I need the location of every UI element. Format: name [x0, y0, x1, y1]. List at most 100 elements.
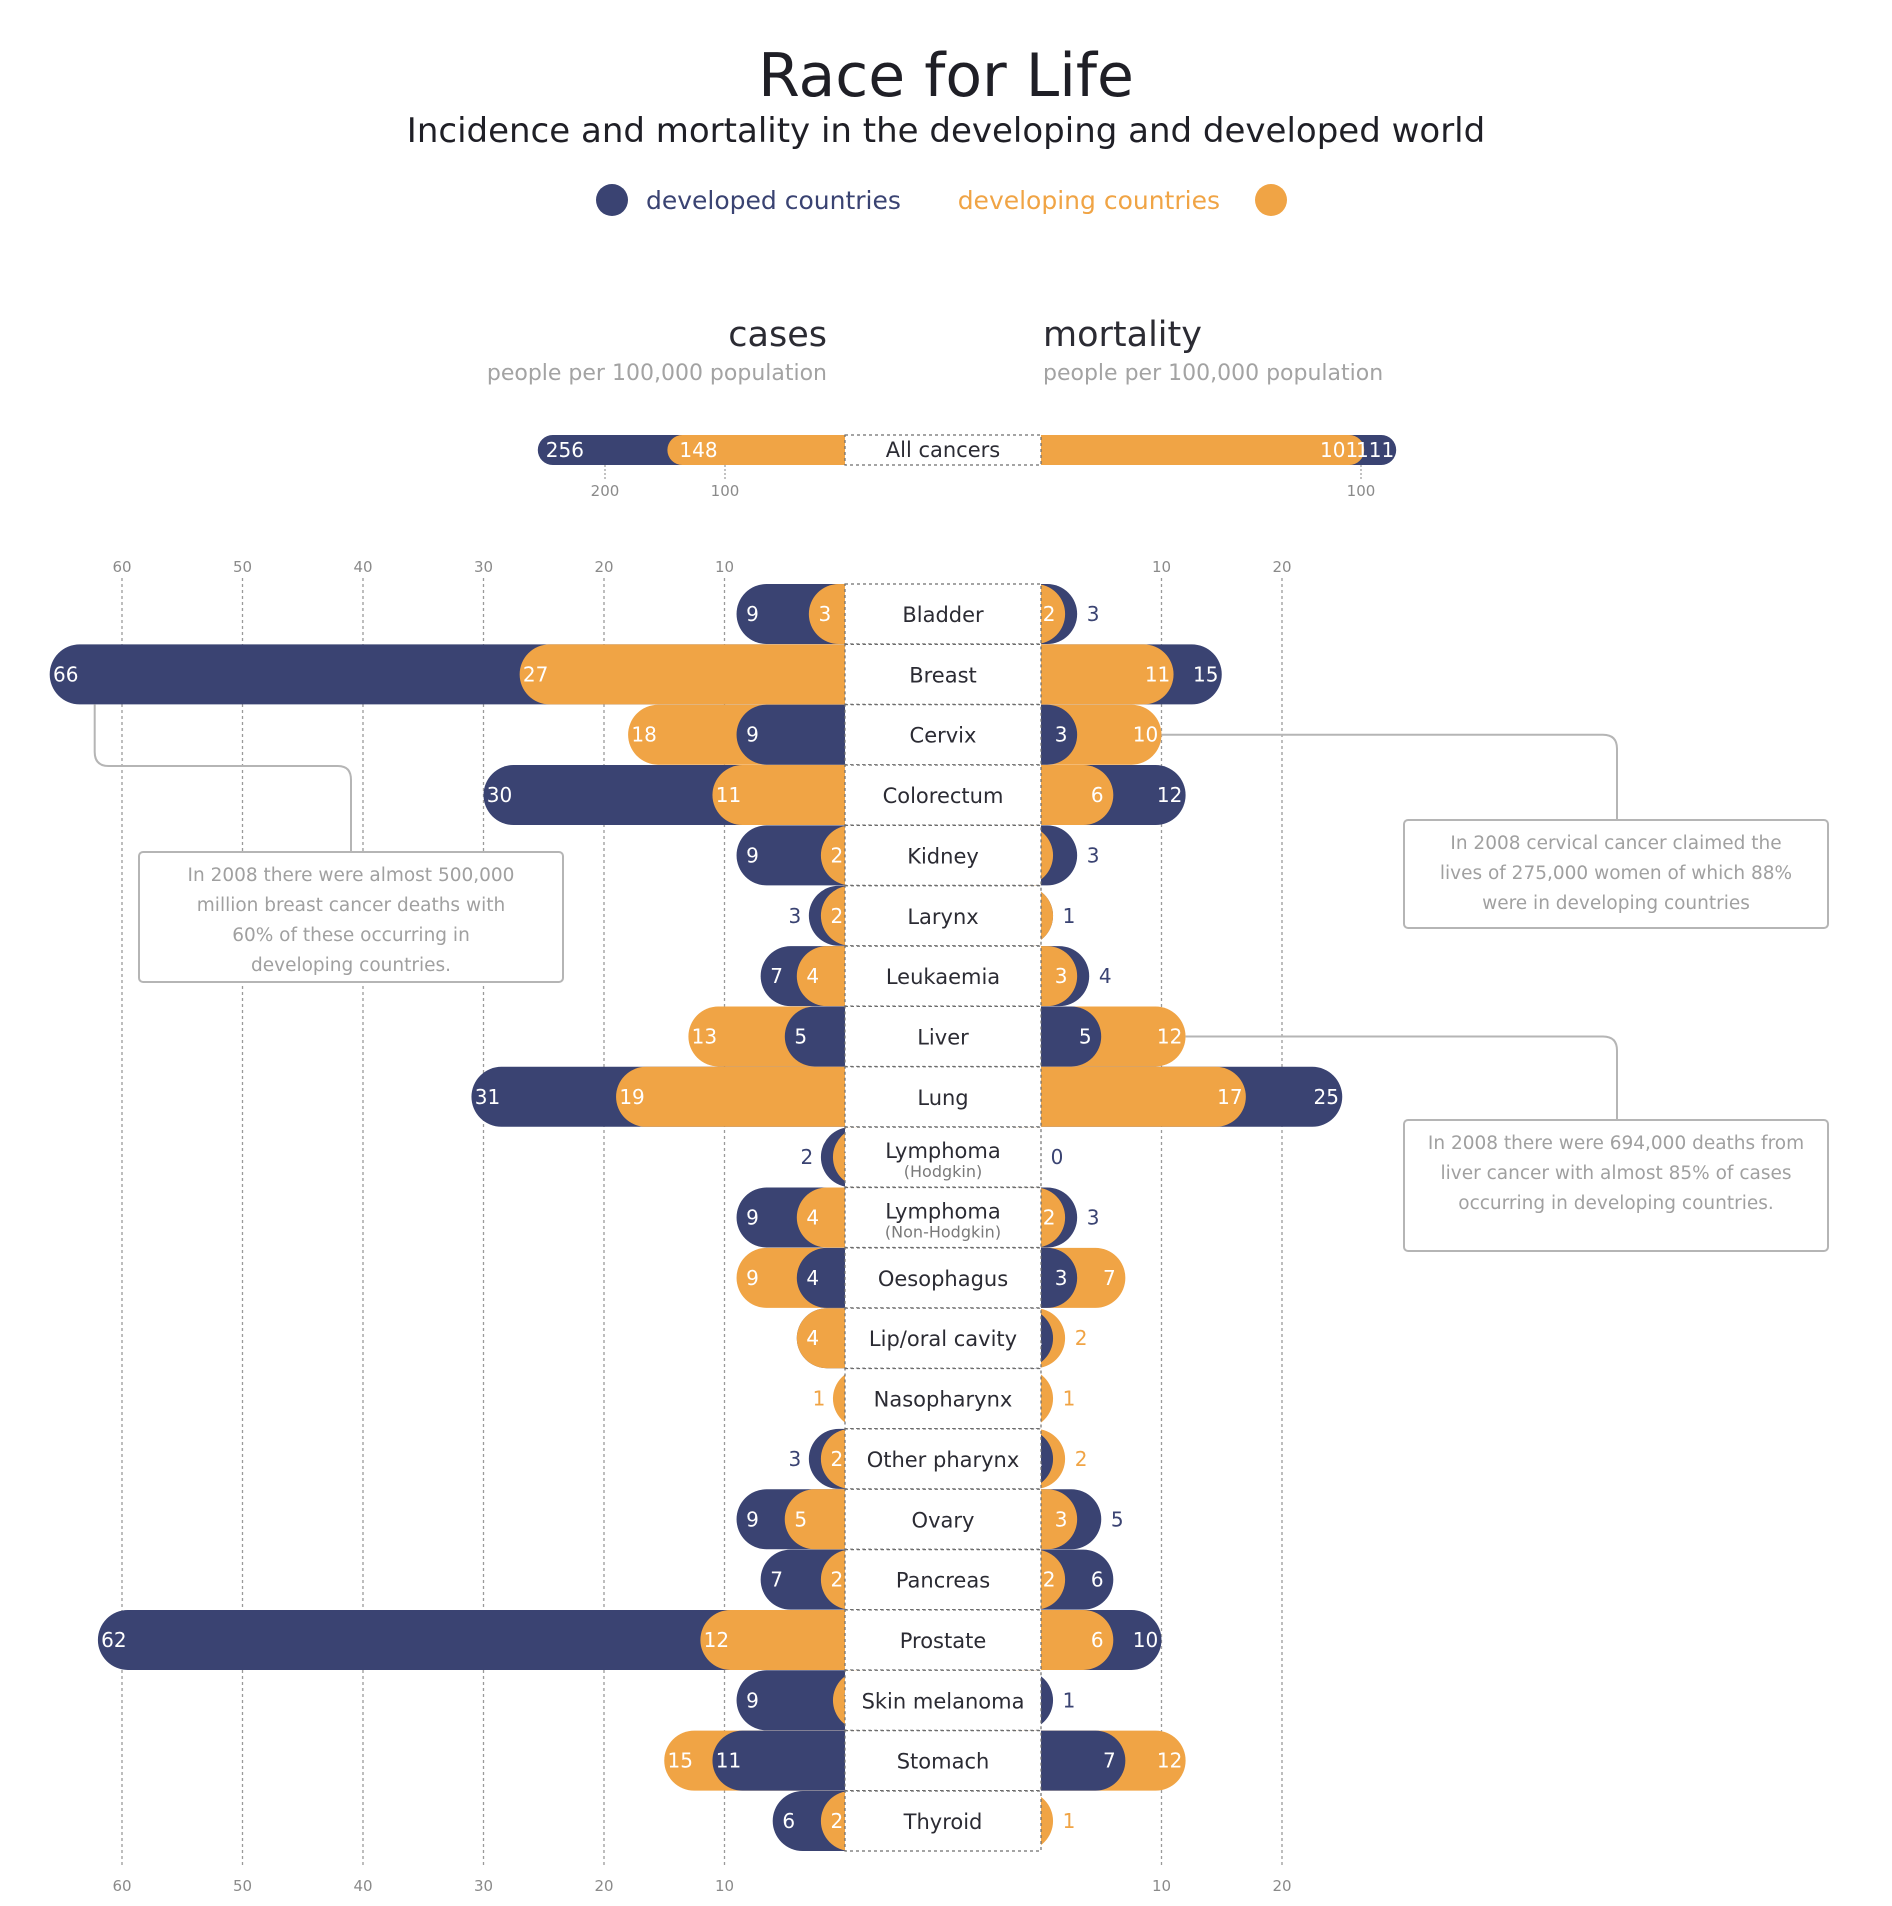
annotation-line-liver: liver cancer with almost 85% of cases: [1441, 1163, 1792, 1184]
annotation-line-breast: million breast cancer deaths with: [197, 895, 505, 916]
row-nasopharynx-cases-developed-value: 0: [855, 1387, 868, 1411]
row-other-pharynx-cases-developed-value: 3: [788, 1447, 801, 1471]
row-skin-melanoma-cases-bar-developed: [736, 1670, 845, 1731]
row-nasopharynx-cases-bar-developing: [832, 1368, 863, 1429]
row-nasopharynx-cases-developing-value: 1: [813, 1387, 826, 1411]
row-cervix-cases-developed-value: 9: [746, 723, 759, 747]
row-cervix-label: Cervix: [910, 724, 977, 748]
row-lymphoma-non-hodgkin-mortality-developing-value: 2: [1043, 1206, 1056, 1230]
row-kidney-cases-bar-developing: [820, 825, 851, 886]
row-liver-label-box: [844, 1005, 1042, 1068]
mortality-tick-label-bottom: 20: [1272, 1877, 1291, 1895]
row-nasopharynx-label: Nasopharynx: [874, 1388, 1013, 1412]
row-colorectum-cases-developing-value: 11: [716, 783, 741, 807]
all-cancers-mortality-developing-value: 101: [1320, 438, 1358, 462]
row-stomach-mortality-developing-value: 12: [1157, 1749, 1182, 1773]
row-oesophagus-cases-developed-value: 4: [806, 1266, 819, 1290]
row-skin-melanoma-mortality-bar-developed: [1023, 1670, 1054, 1731]
row-thyroid-label-box: [844, 1790, 1042, 1852]
all-cancers-cases-tick-label: 100: [711, 482, 740, 500]
row-prostate-cases-developed-value: 62: [101, 1628, 126, 1652]
row-skin-melanoma-mortality-developed-value: 1: [1063, 1688, 1076, 1712]
annotation-box-breast: [138, 851, 564, 983]
row-bladder-cases-bar-developing: [808, 584, 845, 644]
row-lung-label: Lung: [917, 1086, 968, 1110]
row-nasopharynx-mortality-bar-developing: [1023, 1368, 1054, 1429]
row-liver-cases-developing-value: 13: [692, 1024, 717, 1048]
row-breast-cases-developed-value: 66: [53, 662, 78, 686]
row-lip-oral-cavity-cases-bar-developing: [796, 1308, 845, 1369]
row-lung-cases-developing-value: 19: [619, 1085, 644, 1109]
row-lung-label-box: [844, 1066, 1042, 1128]
row-lymphoma-hodgkin-mortality-developing-value: 0: [1019, 1145, 1032, 1169]
row-larynx-label-box: [844, 885, 1042, 947]
cases-tick-label-bottom: 40: [353, 1877, 372, 1895]
cases-tick-label-top: 20: [594, 558, 613, 576]
row-pancreas-mortality-developing-value: 2: [1043, 1568, 1056, 1592]
row-lip-oral-cavity-label-box: [844, 1307, 1042, 1369]
row-other-pharynx-cases-bar-developing: [820, 1428, 851, 1489]
row-kidney-cases-bar-developed: [736, 825, 845, 886]
row-lung-cases-developed-value: 31: [475, 1085, 500, 1109]
row-leukaemia-label-box: [844, 945, 1042, 1007]
row-lymphoma-hodgkin-cases-bar-developing: [832, 1127, 863, 1188]
cases-tick-label-bottom: 50: [233, 1877, 252, 1895]
row-lymphoma-non-hodgkin-sublabel: (Non-Hodgkin): [885, 1223, 1001, 1242]
legend-developed-dot: [596, 184, 628, 216]
annotation-line-liver: occurring in developing countries.: [1458, 1193, 1774, 1214]
cases-tick-label-top: 40: [353, 558, 372, 576]
row-ovary-mortality-developed-value: 5: [1111, 1507, 1124, 1531]
annotation-line-breast: 60% of these occurring in: [232, 925, 470, 946]
mortality-tick-label-top: 10: [1152, 558, 1171, 576]
row-colorectum-cases-developed-value: 30: [487, 783, 512, 807]
row-kidney-label: Kidney: [907, 844, 979, 868]
row-breast-mortality-developed-value: 15: [1193, 662, 1218, 686]
legend-developing-label: developing countries: [958, 186, 1220, 215]
row-kidney-mortality-bar-developed: [1041, 825, 1078, 886]
row-stomach-cases-bar-developed: [712, 1730, 845, 1791]
row-lymphoma-non-hodgkin-mortality-bar-developing: [1035, 1187, 1066, 1248]
row-lip-oral-cavity-label: Lip/oral cavity: [869, 1327, 1017, 1351]
all-cancers-mortality-tick-label: 100: [1347, 482, 1376, 500]
row-cervix-mortality-developed-value: 3: [1055, 723, 1068, 747]
annotation-line-cervix: lives of 275,000 women of which 88%: [1440, 863, 1792, 884]
cases-tick-label-top: 50: [233, 558, 252, 576]
cases-tick-label-bottom: 60: [112, 1877, 131, 1895]
row-thyroid-label: Thyroid: [903, 1810, 983, 1834]
row-leukaemia-cases-bar-developing: [796, 946, 845, 1007]
annotation-line-cervix: In 2008 cervical cancer claimed the: [1450, 833, 1781, 854]
mortality-tick-label-bottom: 10: [1152, 1877, 1171, 1895]
row-prostate-mortality-bar-developing: [1041, 1609, 1114, 1670]
row-breast-mortality-developing-value: 11: [1145, 662, 1170, 686]
row-lip-oral-cavity-mortality-developing-value: 2: [1075, 1326, 1088, 1350]
row-skin-melanoma-cases-developing-value: 1: [843, 1688, 856, 1712]
row-skin-melanoma-cases-developed-value: 9: [746, 1688, 759, 1712]
row-kidney-mortality-bar-developing: [1023, 825, 1054, 886]
annotation-line-liver: In 2008 there were 694,000 deaths from: [1428, 1133, 1804, 1154]
row-stomach-label-box: [844, 1730, 1042, 1792]
annotation-line-cervix: were in developing countries: [1482, 893, 1750, 914]
row-prostate-cases-developing-value: 12: [704, 1628, 729, 1652]
row-other-pharynx-label: Other pharynx: [867, 1448, 1020, 1472]
row-cervix-mortality-developing-value: 10: [1133, 723, 1158, 747]
row-colorectum-mortality-bar-developing: [1041, 765, 1114, 826]
row-skin-melanoma-cases-bar-developing: [832, 1670, 863, 1731]
row-thyroid-mortality-developed-value: 0: [1019, 1809, 1032, 1833]
mortality-panel-title: mortality: [1043, 315, 1202, 355]
row-lymphoma-non-hodgkin-label-box: [844, 1186, 1042, 1249]
row-thyroid-mortality-developing-value: 1: [1063, 1809, 1076, 1833]
row-cervix-mortality-bar-developed: [1041, 704, 1078, 765]
row-larynx-mortality-developed-value: 1: [1063, 904, 1076, 928]
row-prostate-mortality-developing-value: 6: [1091, 1628, 1104, 1652]
row-larynx-label: Larynx: [907, 905, 978, 929]
row-lip-oral-cavity-mortality-developed-value: 1: [1031, 1326, 1044, 1350]
row-leukaemia-cases-developed-value: 7: [770, 964, 783, 988]
bars-layer: [49, 434, 1397, 1852]
row-colorectum-mortality-developed-value: 12: [1157, 783, 1182, 807]
row-cervix-cases-developing-value: 18: [631, 723, 656, 747]
row-bladder-cases-developing-value: 3: [818, 602, 831, 626]
row-other-pharynx-mortality-bar-developed: [1023, 1428, 1054, 1489]
mortality-panel-unit: people per 100,000 population: [1043, 361, 1383, 386]
all-cancers-cases-developing-value: 148: [679, 438, 717, 462]
